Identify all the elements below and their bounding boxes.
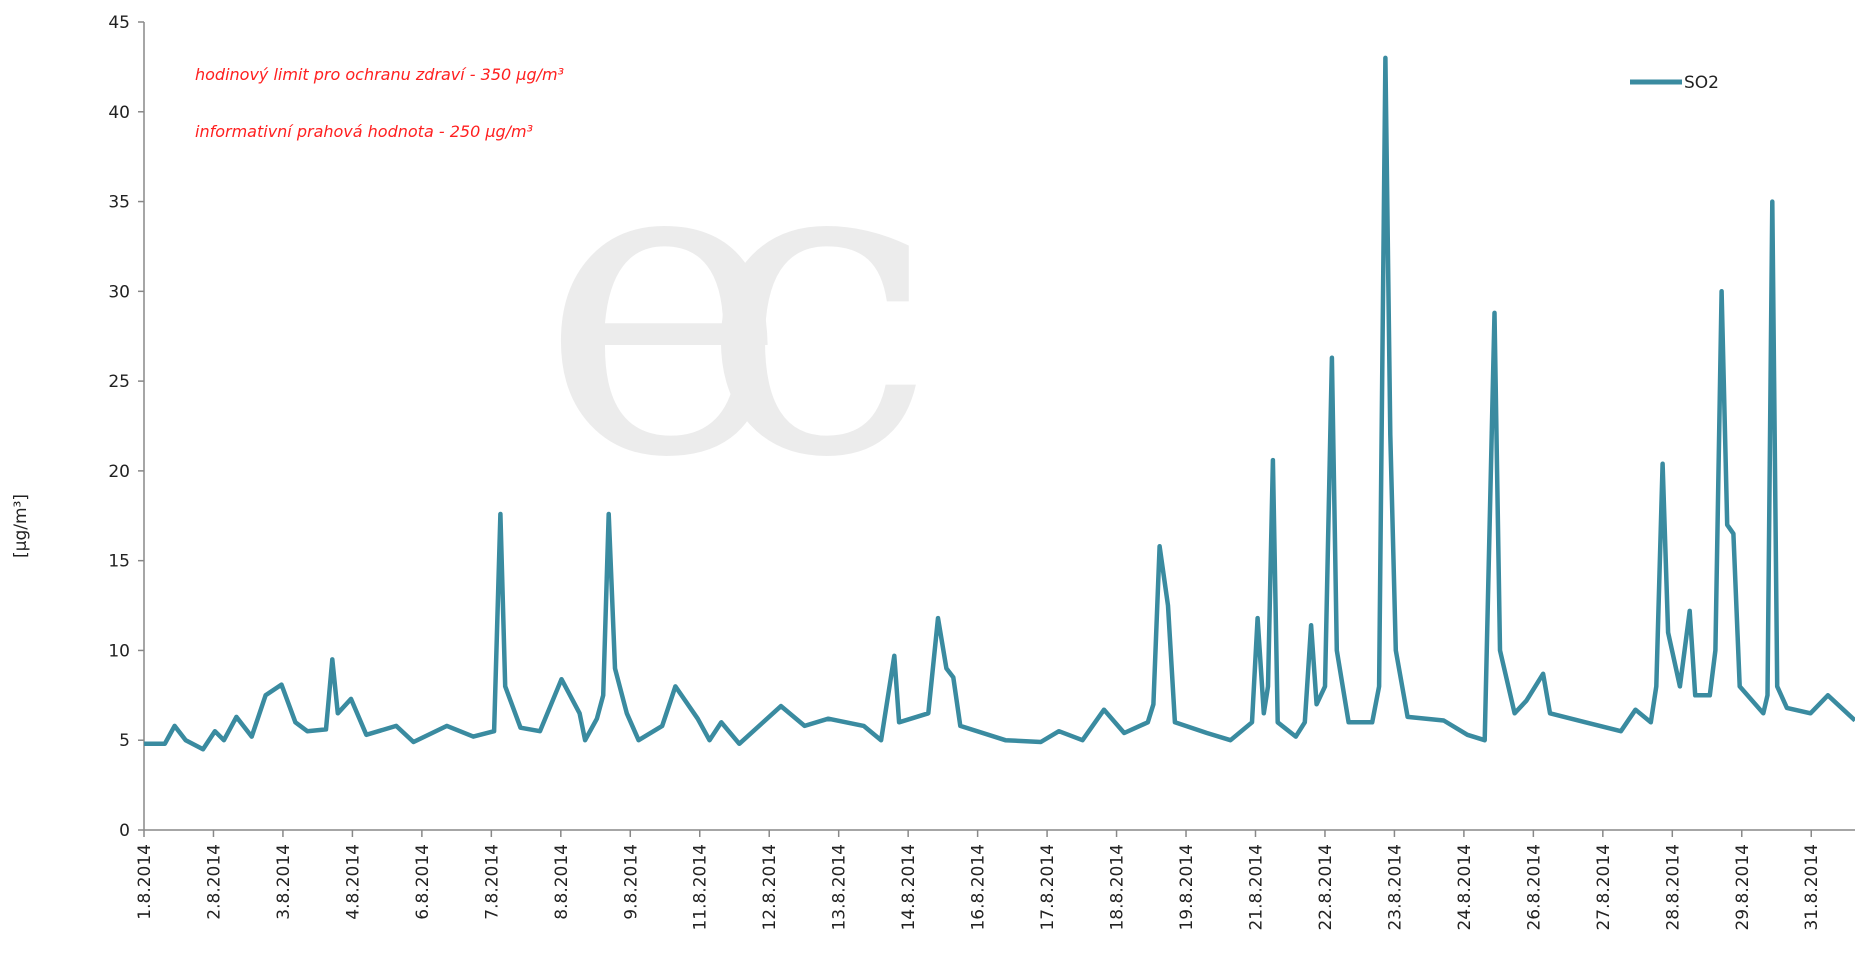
y-tick-label: 25 bbox=[108, 372, 130, 392]
annotation: informativní prahová hodnota - 250 µg/m³ bbox=[195, 122, 533, 141]
annotation: hodinový limit pro ochranu zdraví - 350 … bbox=[195, 65, 564, 84]
x-tick-label: 7.8.2014 bbox=[482, 844, 502, 920]
y-tick-label: 0 bbox=[119, 821, 130, 841]
x-tick-label: 1.8.2014 bbox=[135, 844, 155, 920]
y-tick-label: 40 bbox=[108, 103, 130, 123]
x-tick-label: 17.8.2014 bbox=[1038, 844, 1058, 931]
y-tick-label: 15 bbox=[108, 552, 130, 572]
y-tick-label: 10 bbox=[108, 641, 130, 661]
y-tick-label: 5 bbox=[119, 731, 130, 751]
y-tick-label: 35 bbox=[108, 193, 130, 213]
x-tick-label: 24.8.2014 bbox=[1455, 844, 1475, 931]
y-axis-label: [µg/m³] bbox=[11, 494, 31, 558]
x-tick-label: 3.8.2014 bbox=[274, 844, 294, 920]
x-tick-label: 28.8.2014 bbox=[1663, 844, 1683, 931]
x-tick-label: 4.8.2014 bbox=[343, 844, 363, 920]
x-tick-label: 26.8.2014 bbox=[1524, 844, 1544, 931]
x-tick-label: 31.8.2014 bbox=[1802, 844, 1822, 931]
svg-text:e: e bbox=[540, 61, 789, 550]
x-tick-label: 23.8.2014 bbox=[1385, 844, 1405, 931]
watermark: e c bbox=[540, 61, 935, 550]
x-tick-label: 12.8.2014 bbox=[760, 844, 780, 931]
series-line bbox=[144, 55, 1855, 752]
x-tick-label: 14.8.2014 bbox=[899, 844, 919, 931]
x-tick-label: 13.8.2014 bbox=[830, 844, 850, 931]
y-tick-label: 20 bbox=[108, 462, 130, 482]
x-tick-label: 9.8.2014 bbox=[621, 844, 641, 920]
x-tick-label: 29.8.2014 bbox=[1733, 844, 1753, 931]
x-tick-label: 11.8.2014 bbox=[691, 844, 711, 931]
x-tick-label: 18.8.2014 bbox=[1108, 844, 1128, 931]
x-tick-label: 27.8.2014 bbox=[1594, 844, 1614, 931]
x-tick-label: 6.8.2014 bbox=[413, 844, 433, 920]
y-tick-label: 45 bbox=[108, 13, 130, 33]
legend-label: SO2 bbox=[1684, 73, 1719, 93]
y-tick-label: 30 bbox=[108, 282, 130, 302]
x-tick-label: 21.8.2014 bbox=[1246, 844, 1266, 931]
svg-text:c: c bbox=[700, 61, 935, 550]
x-tick-label: 19.8.2014 bbox=[1177, 844, 1197, 931]
x-tick-label: 2.8.2014 bbox=[204, 844, 224, 920]
x-tick-label: 8.8.2014 bbox=[552, 844, 572, 920]
x-tick-label: 16.8.2014 bbox=[969, 844, 989, 931]
x-tick-label: 22.8.2014 bbox=[1316, 844, 1336, 931]
